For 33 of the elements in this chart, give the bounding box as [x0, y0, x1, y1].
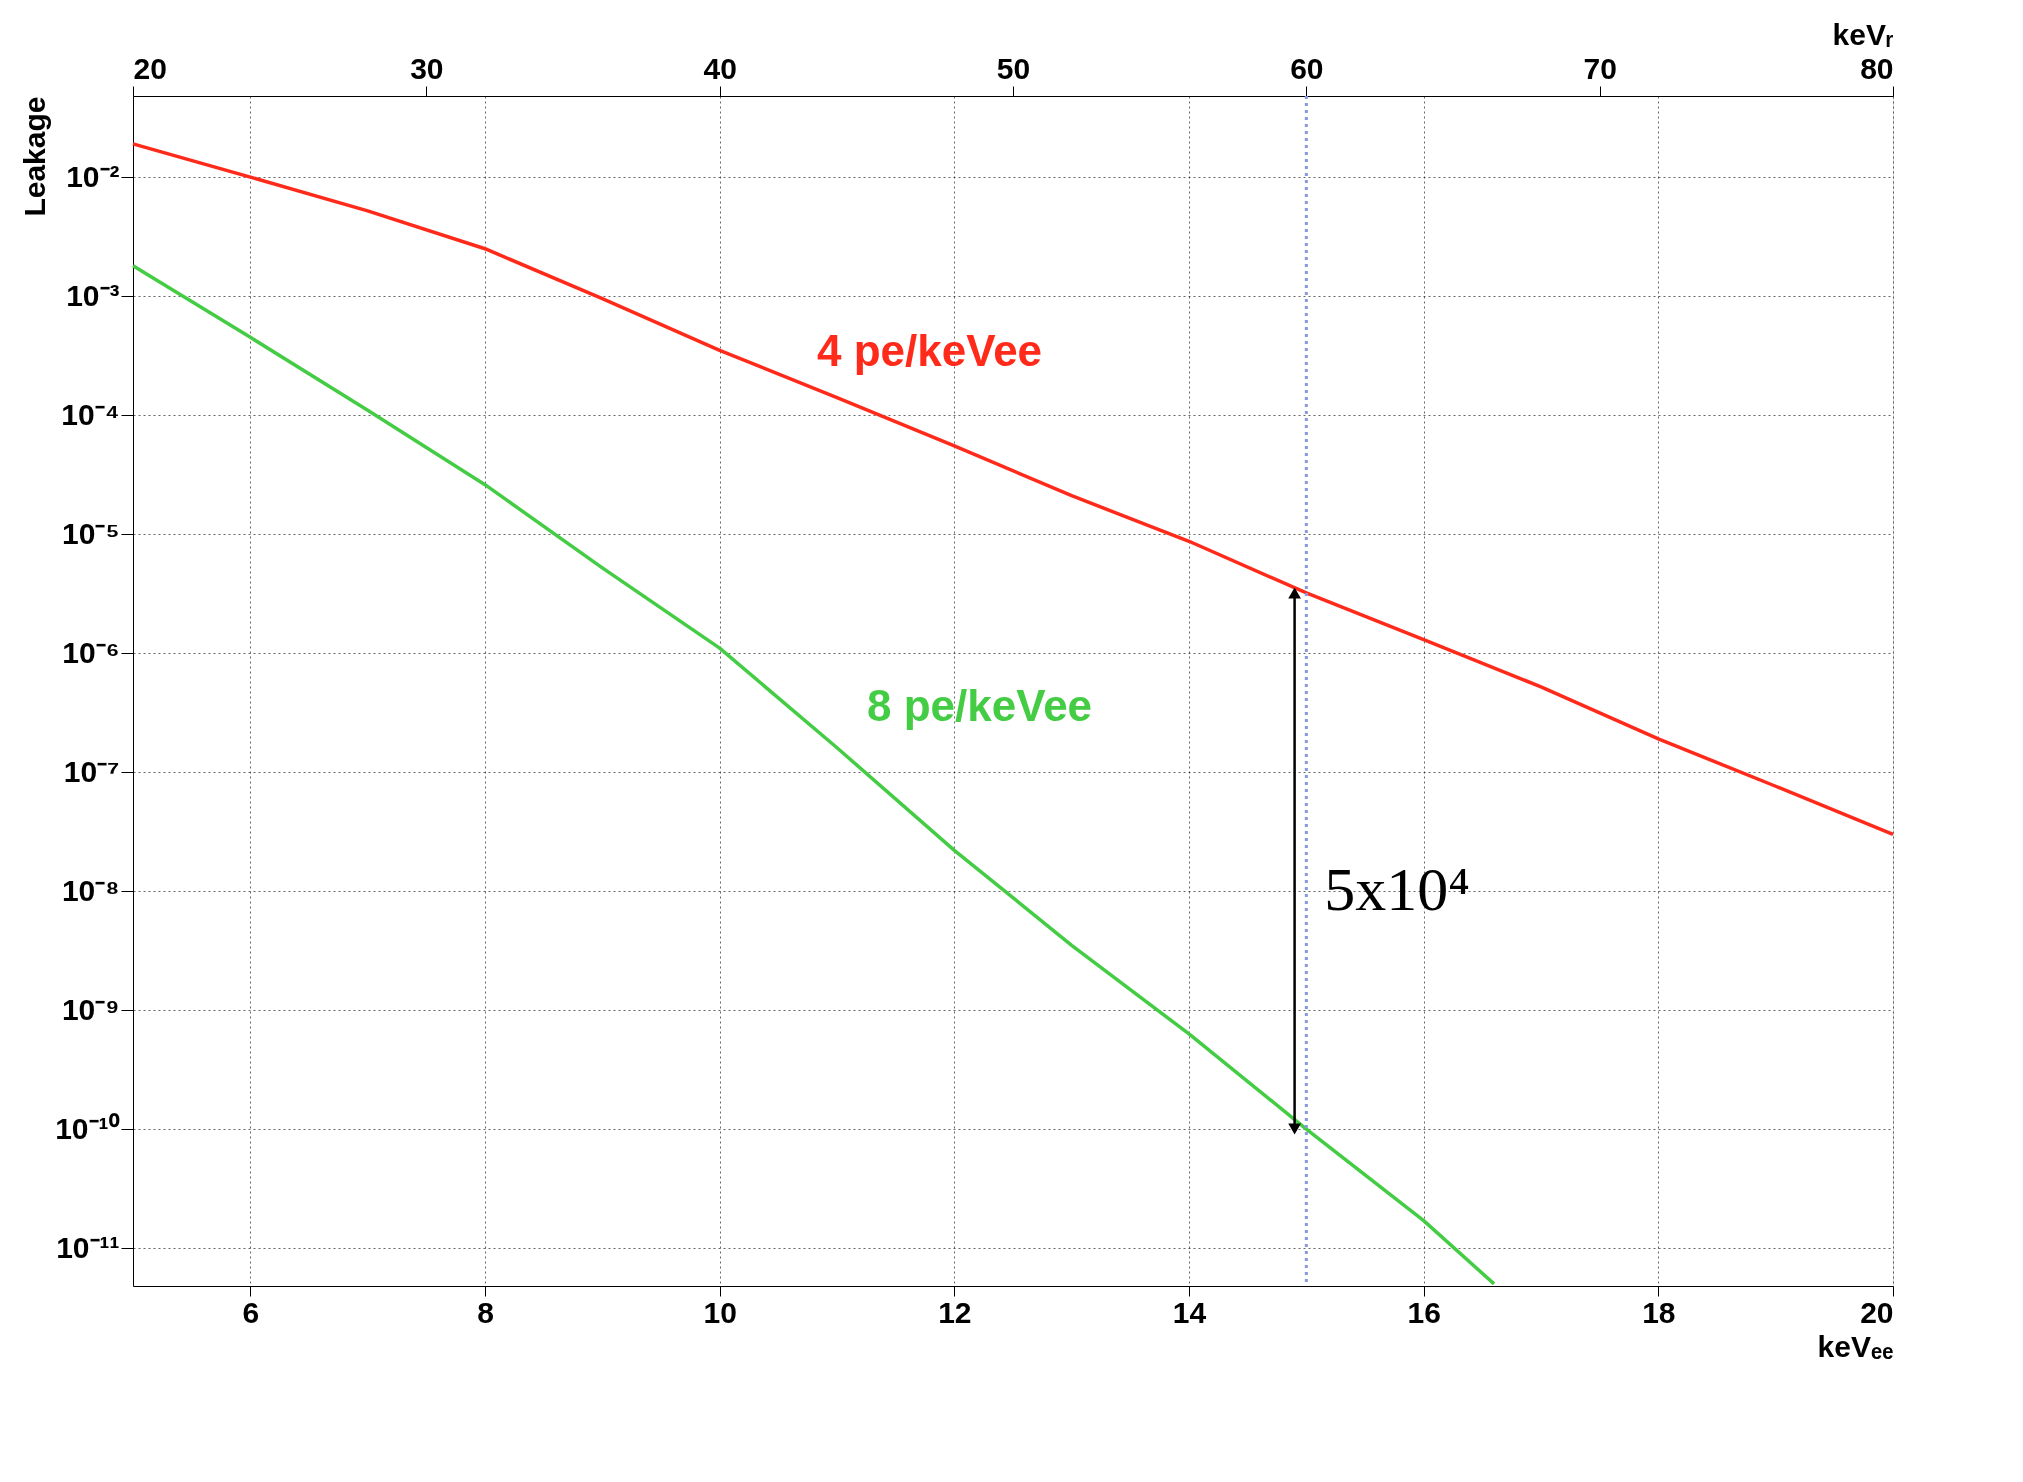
x-tick-label: 12 [938, 1295, 972, 1329]
series-label: 4 pe/keVee [817, 325, 1043, 375]
x-tick-label: 16 [1407, 1295, 1441, 1329]
annotation: 5x10⁴ [1324, 855, 1470, 924]
x-tick-label: 18 [1642, 1295, 1676, 1329]
x2-axis-title: keVᵣ [1832, 17, 1894, 51]
x-tick-label: 6 [242, 1295, 260, 1329]
line-series [131, 263, 1496, 1286]
line-series [131, 142, 1895, 837]
x2-tick-label: 70 [1583, 51, 1617, 85]
x2-tick-label: 40 [703, 51, 737, 85]
y-tick-label: 10⁻¹¹ [56, 1230, 120, 1264]
x-tick-label: 10 [703, 1295, 737, 1329]
x-tick-label: 8 [477, 1295, 494, 1329]
y-tick-label: 10⁻¹⁰ [55, 1111, 120, 1145]
x-axis-title: keVₑₑ [1817, 1329, 1894, 1363]
y-tick-label: 10⁻² [66, 159, 120, 193]
series-label: 8 pe/keVee [867, 680, 1093, 730]
y-tick-label: 10⁻⁵ [62, 516, 120, 550]
x2-tick-label: 50 [996, 51, 1031, 85]
x2-tick-label: 60 [1290, 51, 1324, 85]
x2-tick-label: 30 [410, 51, 444, 85]
y-tick-label: 10⁻⁹ [61, 992, 120, 1026]
x-tick-label: 20 [1860, 1295, 1894, 1329]
y-tick-label: 10⁻³ [66, 278, 120, 312]
y-tick-label: 10⁻⁶ [62, 635, 120, 669]
x-tick-label: 14 [1172, 1295, 1207, 1329]
y-tick-label: 10⁻⁴ [61, 397, 120, 431]
y-tick-label: 10⁻⁸ [61, 873, 120, 907]
y-tick-label: 10⁻⁷ [63, 754, 120, 788]
x2-tick-label: 80 [1860, 51, 1894, 85]
x2-tick-label: 20 [133, 51, 167, 85]
y-axis-title: Leakage [18, 96, 52, 217]
